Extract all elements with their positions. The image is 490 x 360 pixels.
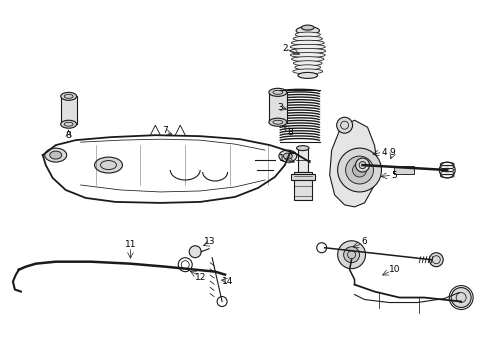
Circle shape [345, 156, 373, 184]
Ellipse shape [290, 49, 326, 53]
Text: 2: 2 [282, 44, 288, 53]
Ellipse shape [290, 44, 325, 49]
Ellipse shape [301, 25, 314, 30]
Ellipse shape [295, 65, 320, 70]
Ellipse shape [279, 150, 297, 162]
Ellipse shape [283, 153, 293, 159]
Text: 6: 6 [362, 237, 368, 246]
Ellipse shape [269, 118, 287, 126]
Ellipse shape [296, 146, 309, 150]
Text: 7: 7 [162, 126, 168, 135]
Text: 1: 1 [279, 154, 285, 163]
Ellipse shape [294, 61, 322, 66]
Ellipse shape [296, 27, 319, 35]
Ellipse shape [293, 36, 322, 41]
Ellipse shape [293, 69, 323, 74]
Polygon shape [330, 120, 377, 207]
Text: 10: 10 [389, 265, 400, 274]
Ellipse shape [50, 151, 62, 159]
Circle shape [338, 148, 382, 192]
Circle shape [356, 158, 369, 172]
Circle shape [338, 241, 366, 269]
Ellipse shape [61, 92, 76, 100]
Circle shape [189, 246, 201, 258]
Circle shape [343, 247, 360, 263]
Ellipse shape [298, 72, 318, 78]
Ellipse shape [95, 157, 122, 173]
Text: 11: 11 [124, 240, 136, 249]
Text: 12: 12 [195, 273, 206, 282]
Ellipse shape [292, 57, 324, 62]
Text: 14: 14 [222, 277, 234, 286]
Bar [291, 174, 315, 180]
Bar [394, 166, 415, 174]
Circle shape [337, 117, 353, 133]
Bar [298, 148, 308, 172]
Circle shape [451, 288, 471, 307]
Ellipse shape [295, 32, 320, 37]
Bar [61, 96, 76, 124]
Ellipse shape [45, 148, 67, 162]
Text: 4: 4 [382, 148, 387, 157]
Ellipse shape [290, 53, 325, 58]
Circle shape [353, 163, 367, 177]
Circle shape [429, 253, 443, 267]
Text: 8: 8 [287, 128, 293, 137]
Text: 13: 13 [204, 237, 216, 246]
Ellipse shape [61, 120, 76, 128]
Text: 9: 9 [390, 148, 395, 157]
Text: 3: 3 [277, 103, 283, 112]
Bar [294, 172, 312, 200]
Ellipse shape [292, 40, 324, 45]
Text: 5: 5 [392, 171, 397, 180]
Bar [269, 92, 287, 122]
Text: 8: 8 [66, 131, 72, 140]
Ellipse shape [269, 88, 287, 96]
